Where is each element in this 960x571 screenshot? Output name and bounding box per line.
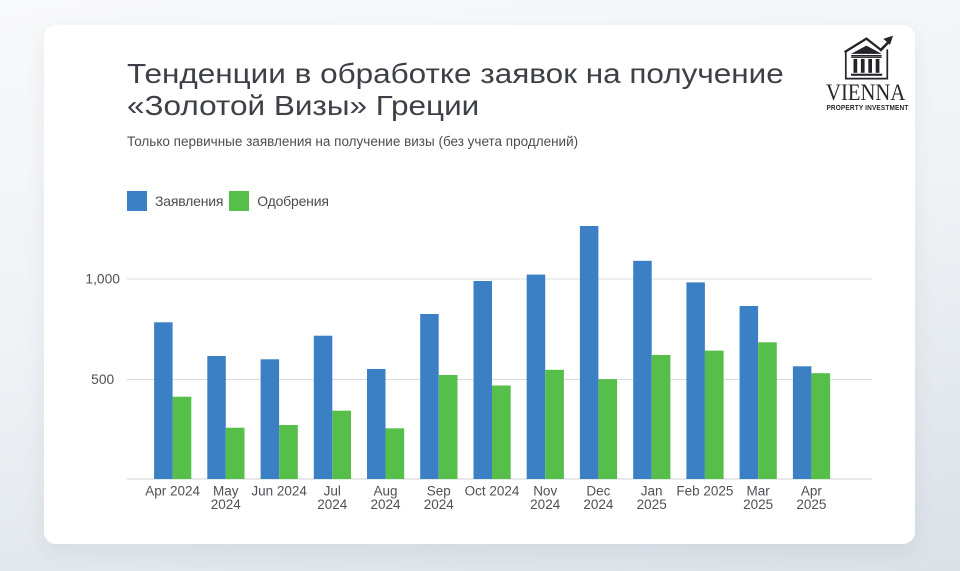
svg-text:Jul: Jul	[324, 484, 341, 499]
svg-text:2024: 2024	[317, 497, 348, 512]
svg-text:Apr: Apr	[801, 484, 823, 499]
svg-text:2025: 2025	[637, 497, 667, 512]
svg-text:2024: 2024	[583, 497, 614, 512]
svg-text:Nov: Nov	[533, 484, 557, 499]
svg-text:2024: 2024	[530, 497, 561, 512]
svg-text:Dec: Dec	[586, 484, 610, 499]
svg-text:May: May	[213, 484, 239, 499]
svg-text:Mar: Mar	[746, 484, 770, 499]
svg-text:Feb 2025: Feb 2025	[676, 484, 733, 499]
svg-text:Apr 2024: Apr 2024	[145, 484, 200, 499]
svg-text:Oct 2024: Oct 2024	[465, 484, 520, 499]
svg-text:Jun 2024: Jun 2024	[251, 484, 307, 499]
svg-text:Aug: Aug	[373, 484, 397, 499]
svg-text:Jan: Jan	[641, 484, 663, 499]
svg-text:2025: 2025	[796, 497, 826, 512]
svg-text:2024: 2024	[211, 497, 242, 512]
svg-text:500: 500	[91, 372, 114, 387]
svg-text:2025: 2025	[743, 497, 773, 512]
svg-text:Sep: Sep	[427, 484, 451, 499]
svg-text:1,000: 1,000	[85, 272, 120, 287]
svg-text:2024: 2024	[370, 497, 401, 512]
svg-text:2024: 2024	[424, 497, 455, 512]
